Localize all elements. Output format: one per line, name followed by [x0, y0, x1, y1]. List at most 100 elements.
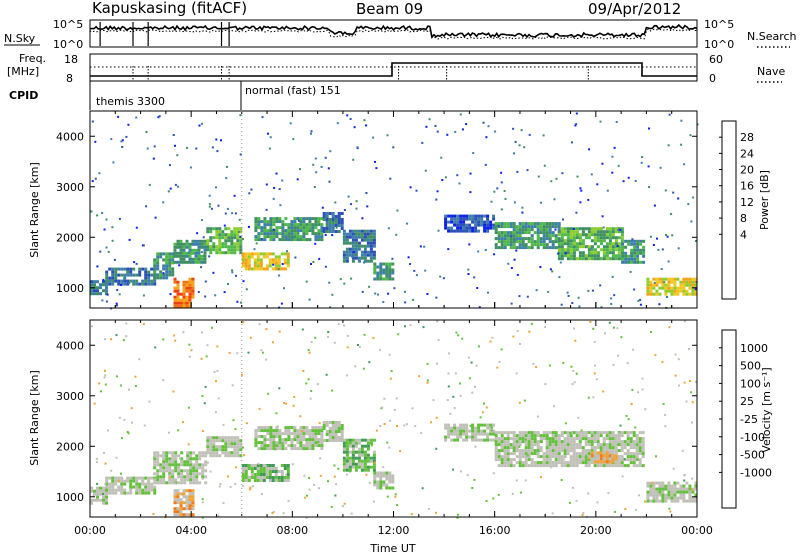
heatmap-cell [284, 223, 288, 227]
noise-cell [302, 369, 305, 372]
heatmap-cell [263, 220, 267, 224]
heatmap-cell [530, 446, 534, 450]
heatmap-cell [599, 443, 603, 447]
heatmap-cell [120, 491, 124, 495]
heatmap-cell [611, 452, 615, 456]
heatmap-cell [111, 273, 115, 277]
heatmap-cell [156, 457, 160, 461]
heatmap-cell [159, 463, 163, 467]
noise-cell [677, 247, 680, 250]
heatmap-cell [545, 446, 549, 450]
heatmap-cell [296, 432, 300, 436]
heatmap-cell [471, 229, 475, 233]
noise-cell [617, 164, 620, 167]
cpid-segment-1: themis 3300 [96, 95, 165, 108]
heatmap-cell [351, 459, 355, 463]
heatmap-cell [331, 430, 335, 433]
heatmap-cell [489, 432, 493, 436]
heatmap-cell [337, 424, 341, 427]
heatmap-cell [545, 222, 549, 226]
noise-cell [518, 295, 521, 298]
heatmap-cell [548, 446, 552, 450]
heatmap-cell [168, 258, 172, 262]
heatmap-cell [271, 476, 275, 479]
noise-cell [118, 416, 121, 419]
heatmap-cell [342, 250, 346, 254]
noise-cell [569, 432, 572, 434]
heatmap-region-5 [241, 464, 290, 482]
heatmap-cell [530, 431, 534, 435]
heatmap-cell [354, 247, 358, 251]
noise-cell [226, 165, 228, 168]
noise-cell [91, 180, 94, 183]
heatmap-cell [578, 446, 582, 450]
heatmap-cell [462, 229, 466, 233]
noise-cell [273, 187, 276, 189]
heatmap-cell [173, 301, 177, 305]
heatmap-cell [602, 239, 606, 243]
noise-cell [200, 251, 203, 254]
heatmap-cell [638, 452, 642, 456]
heatmap-cell [363, 256, 367, 260]
heatmap-cell [512, 443, 516, 447]
heatmap-cell [189, 475, 193, 479]
heatmap-cell [459, 223, 463, 227]
heatmap-cell [281, 447, 285, 451]
heatmap-cell [548, 443, 552, 447]
heatmap-cell [673, 280, 677, 284]
noise-cell [355, 207, 358, 210]
heatmap-cell [500, 234, 504, 238]
noise-cell [478, 306, 481, 308]
noise-cell [484, 249, 487, 251]
heatmap-cell [673, 283, 677, 287]
heatmap-cell [572, 233, 576, 237]
heatmap-cell [201, 472, 205, 476]
heatmap-cell [176, 513, 180, 517]
heatmap-cell [512, 246, 516, 250]
heatmap-cell [691, 496, 695, 500]
heatmap-cell [274, 264, 278, 268]
noise-cell [168, 474, 171, 476]
noise-cell [211, 326, 213, 329]
heatmap-cell [465, 229, 469, 233]
heatmap-cell [126, 273, 130, 277]
heatmap-cell [599, 451, 603, 455]
heatmap-cell [494, 237, 498, 241]
heatmap-cell [492, 217, 496, 221]
noise-cell [594, 364, 596, 367]
heatmap-cell [533, 440, 537, 444]
heatmap-cell [188, 292, 192, 296]
heatmap-cell [566, 449, 570, 453]
heatmap-cell [153, 276, 157, 280]
heatmap-cell [563, 440, 567, 444]
heatmap-cell [206, 448, 210, 452]
heatmap-cell [162, 481, 166, 485]
heatmap-cell [212, 451, 216, 455]
heatmap-cell [670, 277, 674, 281]
noise-cell [121, 437, 123, 440]
heatmap-cell [265, 473, 269, 476]
noise-cell [554, 228, 557, 231]
heatmap-cell [215, 251, 219, 255]
heatmap-cell [314, 223, 318, 227]
heatmap-cell [186, 451, 190, 455]
heatmap-cell [328, 430, 332, 433]
heatmap-cell [299, 432, 303, 436]
heatmap-cell [269, 229, 273, 233]
heatmap-cell [174, 469, 178, 473]
noise-cell [204, 385, 207, 388]
heatmap-cell [578, 461, 582, 465]
heatmap-cell [271, 258, 275, 262]
heatmap-cell [174, 478, 178, 482]
noise-cell [526, 295, 529, 298]
heatmap-cell [254, 226, 258, 230]
heatmap-cell [254, 229, 258, 233]
heatmap-cell [360, 235, 364, 239]
heatmap-cell [679, 496, 683, 500]
noise-cell [588, 148, 591, 151]
heatmap-cell [605, 449, 609, 453]
heatmap-cell [360, 465, 364, 469]
heatmap-cell [557, 446, 561, 450]
heatmap-cell [165, 252, 169, 256]
heatmap-cell [661, 490, 665, 494]
